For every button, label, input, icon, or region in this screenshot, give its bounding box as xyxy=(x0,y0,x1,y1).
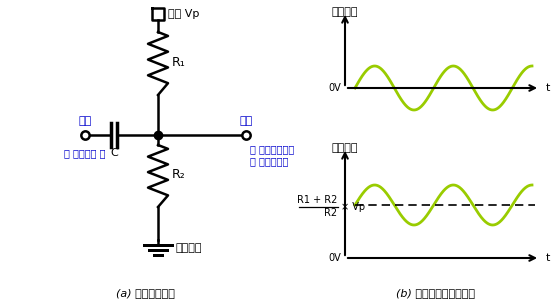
Text: 0V: 0V xyxy=(328,83,341,93)
Text: t: t xyxy=(546,83,551,93)
Text: 0V: 0V xyxy=(328,253,341,263)
Text: R2: R2 xyxy=(324,208,337,218)
Text: R₂: R₂ xyxy=(172,168,186,181)
Text: (a) バイアス回路: (a) バイアス回路 xyxy=(115,288,174,298)
Text: × Vp: × Vp xyxy=(341,202,365,212)
Text: 出力: 出力 xyxy=(239,116,253,126)
Text: グランド: グランド xyxy=(176,243,203,253)
Text: （ 信号電圧 ）: （ 信号電圧 ） xyxy=(64,148,106,158)
Text: (b) 入力電圧と出力電圧: (b) 入力電圧と出力電圧 xyxy=(396,288,475,298)
Text: 出力電圧: 出力電圧 xyxy=(332,143,358,153)
Text: R1 + R2: R1 + R2 xyxy=(296,195,337,205)
Text: ＋ 信号電圧）: ＋ 信号電圧） xyxy=(250,156,289,166)
Text: 入力電圧: 入力電圧 xyxy=(332,7,358,17)
Text: t: t xyxy=(546,253,551,263)
Text: C: C xyxy=(110,148,118,158)
Text: R₁: R₁ xyxy=(172,55,186,68)
Text: 入力: 入力 xyxy=(78,116,92,126)
Text: 電源 Vp: 電源 Vp xyxy=(168,9,199,19)
Text: （ バイアス電圧: （ バイアス電圧 xyxy=(250,144,294,154)
